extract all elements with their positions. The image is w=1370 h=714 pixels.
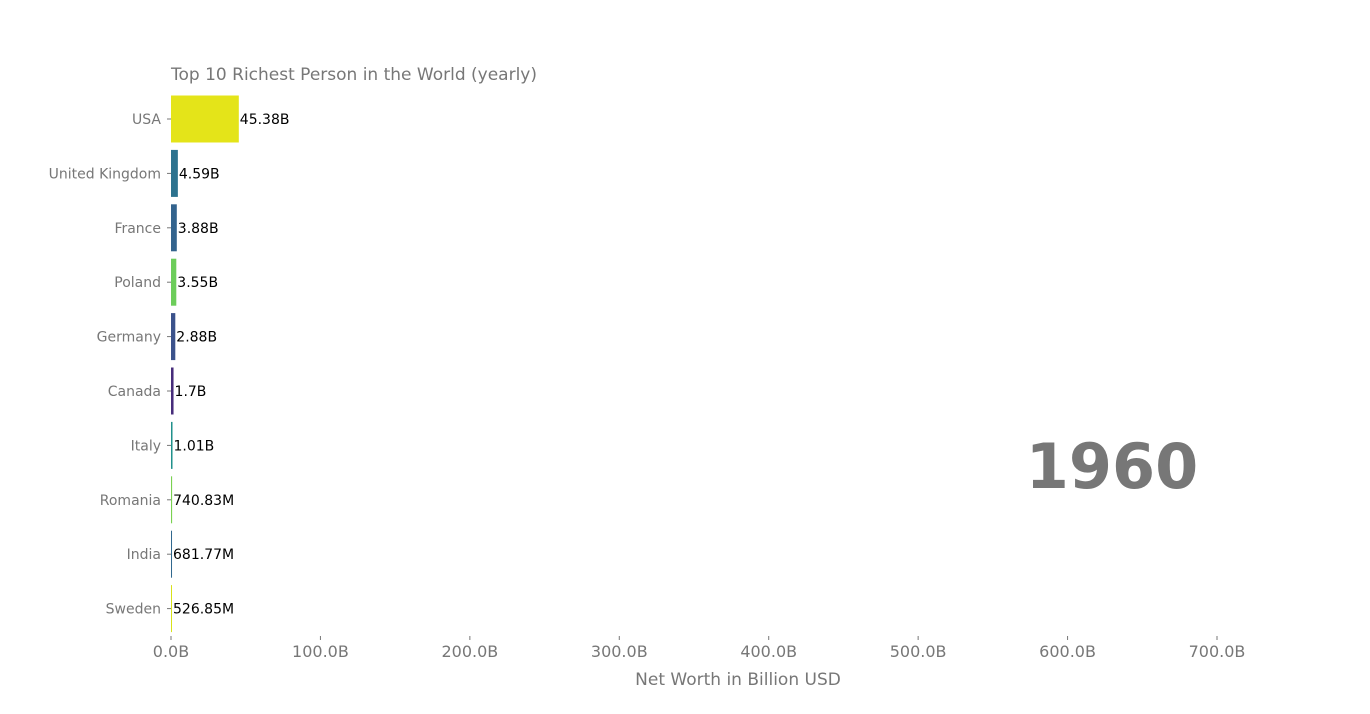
category-label: France [114, 221, 161, 237]
x-axis-label: Net Worth in Billion USD [635, 670, 841, 690]
bar-group-usa: USA 45.38B [132, 95, 290, 143]
bars-layer: USA 45.38B United Kingdom 4.59B France 3.88B P… [49, 95, 290, 633]
value-label: 3.88B [178, 221, 219, 237]
category-label: United Kingdom [49, 166, 161, 182]
x-tick-label: 500.0B [890, 642, 947, 661]
category-label: Romania [100, 493, 161, 509]
value-label: 526.85M [173, 602, 234, 618]
bar [171, 421, 173, 469]
category-label: Italy [131, 438, 161, 454]
bar-group-romania: Romania 740.83M [100, 476, 234, 524]
value-label: 2.88B [176, 330, 217, 346]
x-tick-label: 300.0B [591, 642, 648, 661]
bar [171, 476, 173, 524]
value-label: 1.01B [174, 438, 215, 454]
category-label: USA [132, 112, 161, 128]
value-label: 3.55B [177, 275, 218, 291]
bar [171, 313, 176, 361]
x-axis: 0.0B 100.0B 200.0B 300.0B 400.0B 500.0B 600.0B… [153, 636, 1246, 661]
x-tick-label: 400.0B [740, 642, 797, 661]
category-label: India [127, 547, 161, 563]
bar-group-italy: Italy 1.01B [131, 421, 215, 469]
x-tick-label: 100.0B [292, 642, 349, 661]
value-label: 740.83M [173, 493, 234, 509]
value-label: 1.7B [175, 384, 207, 400]
bar [171, 367, 174, 415]
category-label: Poland [114, 275, 161, 291]
bar-group-poland: Poland 3.55B [114, 258, 218, 306]
value-label: 4.59B [179, 166, 220, 182]
bar [171, 585, 172, 633]
x-tick-label: 600.0B [1039, 642, 1096, 661]
x-tick-label: 200.0B [441, 642, 498, 661]
chart-title: Top 10 Richest Person in the World (year… [170, 65, 537, 85]
bar [171, 149, 178, 197]
value-label: 45.38B [240, 112, 290, 128]
bar [171, 530, 173, 578]
x-tick-label: 700.0B [1189, 642, 1246, 661]
bar-group-united-kingdom: United Kingdom 4.59B [49, 149, 220, 197]
bar [171, 204, 177, 252]
bar [171, 258, 177, 306]
bar-group-canada: Canada 1.7B [108, 367, 207, 415]
category-label: Canada [108, 384, 161, 400]
bar [171, 95, 239, 143]
bar-group-germany: Germany 2.88B [97, 313, 217, 361]
category-label: Germany [97, 330, 161, 346]
x-tick-label: 0.0B [153, 642, 189, 661]
bar-group-france: France 3.88B [114, 204, 219, 252]
category-label: Sweden [106, 602, 161, 618]
year-label: 1960 [1026, 430, 1199, 503]
bar-group-sweden: Sweden 526.85M [106, 585, 234, 633]
bar-group-india: India 681.77M [127, 530, 234, 578]
value-label: 681.77M [173, 547, 234, 563]
